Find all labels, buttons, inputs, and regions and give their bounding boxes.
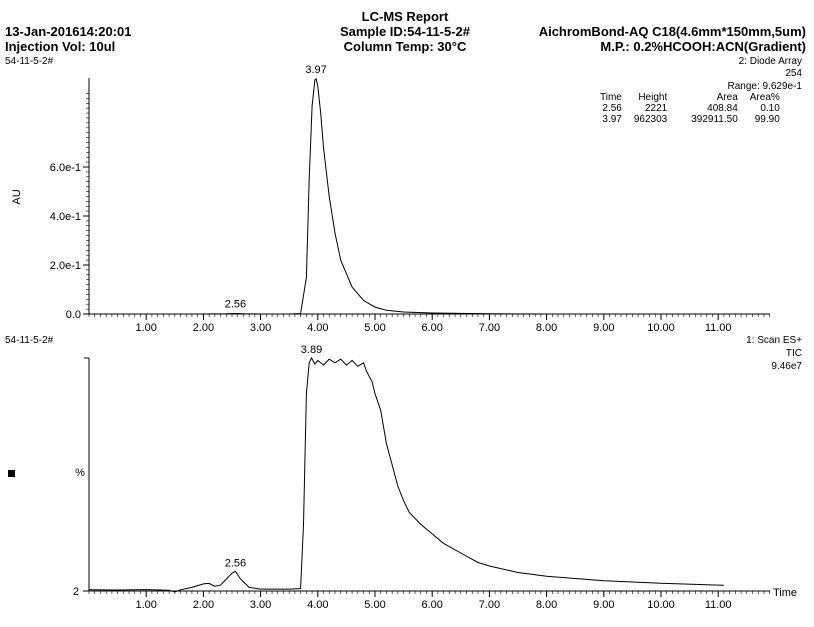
top-x-tick-label: 9.00: [593, 322, 614, 334]
top-y-tick-label: 0.0: [66, 309, 81, 321]
row1-area: 408.84: [707, 103, 738, 114]
peak-table-header: Time Height Area Area%: [600, 92, 780, 103]
top-trace-line: [89, 77, 742, 315]
top-sample-label: 54-11-5-2#: [5, 56, 54, 67]
top-range: Range: 9.629e-1: [727, 81, 802, 92]
bottom-x-tick-label: 3.00: [250, 599, 271, 611]
bottom-sample-label: 54-11-5-2#: [5, 335, 54, 346]
bottom-x-tick-label: 1.00: [135, 599, 156, 611]
table-row: 2.56 2221 408.84 0.10: [600, 103, 780, 114]
report-date: 13-Jan-201614:20:01: [5, 24, 132, 39]
bottom-trace: TIC: [785, 348, 802, 359]
bottom-x-tick-label: 7.00: [479, 599, 500, 611]
row1-time: 2.56: [602, 103, 622, 114]
top-detector: 2: Diode Array: [738, 56, 802, 67]
col-area: Area: [716, 92, 738, 103]
top-y-tick-label: 4.0e-1: [50, 211, 81, 223]
bottom-x-tick-label: 11.00: [705, 599, 732, 611]
top-x-tick-label: 4.00: [307, 322, 328, 334]
bottom-peak-label: 2.56: [225, 557, 246, 569]
top-y-axis-label: AU: [11, 189, 23, 204]
bottom-trace-line: [88, 356, 724, 593]
bottom-x-tick-label: 4.00: [307, 599, 328, 611]
bottom-peak-label: 3.89: [301, 344, 322, 356]
bottom-x-tick-label: 5.00: [364, 599, 385, 611]
top-x-tick-label: 2.00: [193, 322, 214, 334]
bottom-x-tick-label: 6.00: [421, 599, 442, 611]
row1-height: 2221: [644, 103, 668, 114]
sample-id: Sample ID:54-11-5-2#: [339, 24, 471, 39]
bottom-max: 9.46e7: [771, 361, 802, 372]
bottom-x-tick-label: 8.00: [536, 599, 557, 611]
bottom-y-tick-label: 2: [73, 586, 79, 598]
report-title: LC-MS Report: [361, 9, 449, 24]
row2-area: 392911.50: [691, 114, 738, 125]
bottom-x-axis-label: Time: [773, 587, 797, 599]
top-peak-label: 2.56: [225, 299, 246, 311]
bottom-detector: 1: Scan ES+: [746, 335, 802, 346]
mobile-phase: M.P.: 0.2%HCOOH:ACN(Gradient): [600, 39, 806, 54]
col-area-pct: Area%: [749, 92, 780, 103]
bottom-y-axis-label: %: [75, 467, 85, 479]
top-y-tick-label: 2.0e-1: [50, 260, 81, 272]
top-x-tick-label: 7.00: [479, 322, 500, 334]
top-x-tick-label: 1.00: [135, 322, 156, 334]
top-peak-label: 3.97: [305, 64, 326, 76]
top-x-tick-label: 8.00: [536, 322, 557, 334]
column-info: AichromBond-AQ C18(4.6mm*150mm,5um): [538, 24, 806, 39]
table-row: 3.97 962303 392911.50 99.90: [600, 114, 780, 125]
col-height: Height: [638, 92, 668, 103]
row2-area-pct: 99.90: [754, 114, 780, 125]
peak-table: Time Height Area Area% 2.56 2221 408.84 …: [600, 92, 780, 125]
row2-height: 962303: [633, 114, 668, 125]
top-x-tick-label: 5.00: [364, 322, 385, 334]
top-x-tick-label: 11.00: [705, 322, 732, 334]
bottom-x-tick-label: 2.00: [193, 599, 214, 611]
bottom-x-tick-label: 9.00: [593, 599, 614, 611]
row2-time: 3.97: [602, 114, 622, 125]
injection-volume: Injection Vol: 10ul: [5, 39, 116, 54]
top-x-tick-label: 3.00: [250, 322, 271, 334]
column-temp: Column Temp: 30°C: [343, 39, 467, 54]
marker-square: [8, 470, 15, 477]
row1-area-pct: 0.10: [760, 103, 780, 114]
bottom-x-tick-label: 10.00: [647, 599, 675, 611]
top-x-tick-label: 10.00: [647, 322, 675, 334]
top-wavelength: 254: [785, 68, 802, 79]
top-y-tick-label: 6.0e-1: [50, 162, 81, 174]
col-time: Time: [600, 92, 622, 103]
top-x-tick-label: 6.00: [421, 322, 442, 334]
